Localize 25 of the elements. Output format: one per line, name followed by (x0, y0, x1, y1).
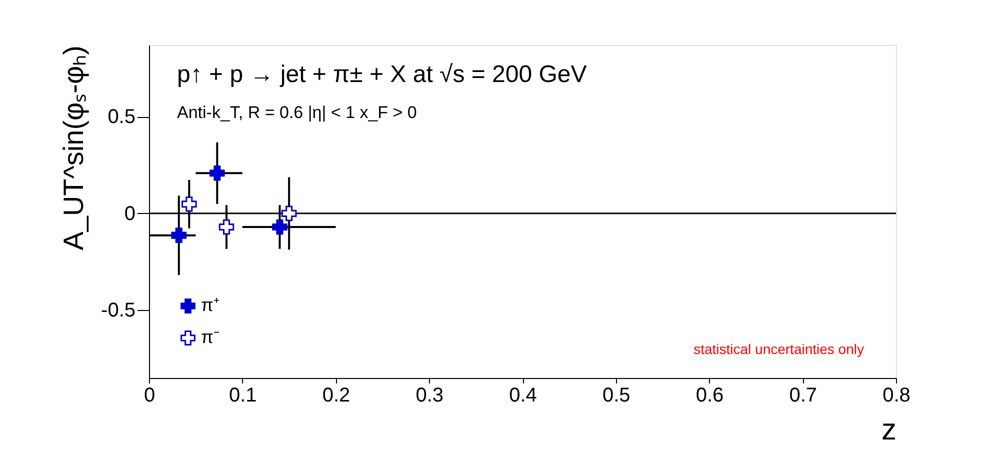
x-tick-label: 0.4 (509, 384, 537, 406)
x-tick-label: 0.8 (882, 384, 910, 406)
point (281, 206, 297, 222)
x-tick-label: 0 (144, 384, 156, 406)
point (171, 228, 187, 243)
x-tick-label: 0.1 (228, 384, 257, 406)
y-tick-label: -0.5 (101, 300, 136, 322)
x-tick-label: 0.3 (416, 384, 444, 406)
x-axis-title: z (882, 414, 896, 446)
x-tick-label: 0.7 (789, 384, 818, 406)
y-tick-label: 0.5 (108, 106, 136, 128)
y-tick-label: 0 (124, 202, 136, 225)
point (210, 166, 225, 181)
point (218, 219, 234, 235)
x-tick-label: 0.6 (696, 384, 724, 406)
legend-label: π⁺ (201, 295, 220, 315)
text: Anti-k_T, R = 0.6 |η| < 1 x_F > 0 (177, 103, 417, 122)
x-tick-label: 0.5 (602, 384, 630, 406)
x-tick-label: 0.2 (322, 384, 350, 406)
point (182, 196, 197, 212)
legend-label: π⁻ (201, 327, 220, 347)
text: p↑ + p → jet + π± + X at √s = 200 GeV (177, 61, 587, 88)
point (272, 219, 288, 235)
y-axis-title: A_UT^sin(φₛ-φₕ) (58, 46, 90, 250)
annotation: statistical uncertainties only (694, 341, 864, 357)
